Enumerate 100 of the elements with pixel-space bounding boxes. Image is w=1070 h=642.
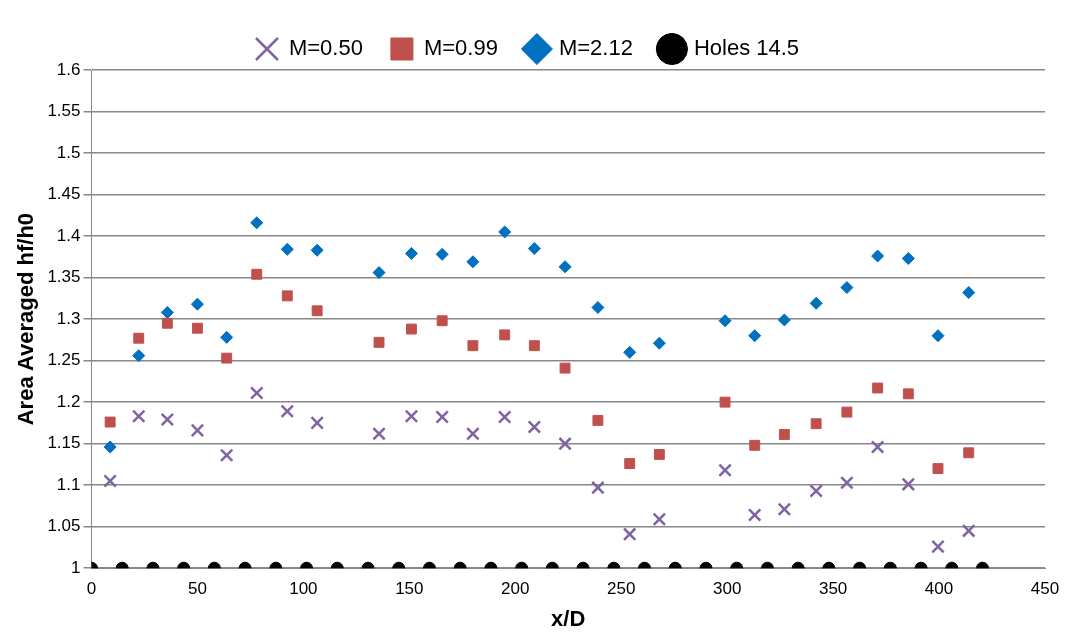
- point: [104, 416, 116, 428]
- point: [190, 297, 204, 311]
- point: [103, 474, 118, 488]
- point: [191, 322, 203, 334]
- point: [131, 409, 146, 424]
- point: [497, 410, 512, 424]
- point: [809, 296, 823, 310]
- point: [872, 382, 884, 394]
- legend-label: Holes 14.5: [693, 35, 800, 61]
- point: [498, 225, 512, 239]
- point: [160, 305, 174, 319]
- point: [161, 317, 173, 329]
- point: [435, 410, 450, 424]
- point: [251, 268, 263, 280]
- y-tick-label: 1.15: [47, 433, 81, 453]
- point: [499, 329, 511, 341]
- point: [372, 426, 386, 441]
- x-tick-label: 0: [86, 579, 97, 599]
- point: [436, 315, 448, 327]
- point: [719, 396, 731, 408]
- point: [132, 349, 146, 363]
- legend-label: M=0.99: [423, 35, 498, 61]
- point: [718, 314, 732, 328]
- point: [372, 266, 386, 280]
- point: [311, 305, 323, 317]
- point: [652, 336, 666, 350]
- point: [160, 412, 175, 427]
- point: [591, 480, 605, 495]
- x-tick-label: 450: [1030, 579, 1060, 599]
- x-tick-label: 100: [289, 579, 318, 599]
- point: [870, 440, 885, 454]
- x-axis-title: x/D: [551, 605, 586, 631]
- y-tick-label: 1.5: [56, 142, 81, 162]
- point: [839, 475, 854, 490]
- point: [467, 340, 479, 352]
- point: [653, 449, 665, 460]
- point: [747, 508, 762, 522]
- legend-label: M=0.50: [288, 35, 363, 61]
- y-tick-label: 1.25: [47, 350, 81, 370]
- point: [221, 352, 233, 364]
- point: [841, 406, 853, 418]
- x-tick-label: 250: [607, 579, 636, 599]
- point: [962, 286, 976, 300]
- y-tick-label: 1.05: [47, 516, 81, 536]
- point: [405, 323, 417, 335]
- point: [404, 409, 419, 424]
- y-tick-label: 1.3: [56, 308, 81, 328]
- point: [250, 216, 264, 230]
- point: [528, 340, 540, 352]
- point: [466, 255, 480, 269]
- point: [901, 477, 916, 492]
- point: [310, 243, 324, 257]
- y-tick-label: 1.1: [56, 474, 81, 494]
- point: [810, 418, 822, 430]
- y-tick-label: 1.4: [56, 225, 81, 245]
- point: [871, 249, 885, 263]
- y-tick-label: 1.45: [47, 184, 81, 204]
- point: [840, 281, 854, 295]
- point: [932, 463, 944, 475]
- point: [748, 329, 762, 343]
- x-tick-label: 350: [818, 579, 848, 599]
- point: [718, 463, 732, 478]
- point: [133, 332, 145, 344]
- y-axis-title: Area Averaged hf/h0: [13, 212, 39, 426]
- point: [558, 436, 572, 451]
- point: [749, 439, 761, 451]
- x-tick-label: 150: [395, 579, 424, 599]
- point: [527, 420, 542, 434]
- point: [559, 362, 571, 374]
- point: [901, 251, 915, 265]
- point: [778, 429, 790, 440]
- point: [527, 242, 541, 256]
- point: [280, 242, 294, 256]
- point: [281, 290, 293, 302]
- point: [190, 423, 205, 438]
- x-tick-label: 400: [924, 579, 954, 599]
- point: [931, 329, 945, 343]
- y-tick-label: 1.55: [47, 101, 81, 121]
- legend-label: M=2.12: [558, 35, 633, 61]
- y-tick-label: 1.6: [56, 59, 81, 79]
- point: [404, 247, 418, 260]
- point: [961, 523, 976, 538]
- point: [809, 484, 824, 498]
- point: [103, 440, 117, 454]
- point: [249, 386, 264, 400]
- point: [777, 313, 791, 327]
- point: [465, 426, 480, 441]
- point: [902, 388, 914, 400]
- point: [624, 458, 636, 470]
- point: [373, 336, 385, 348]
- y-tick-label: 1: [71, 557, 81, 577]
- point: [280, 404, 295, 419]
- x-tick-label: 50: [187, 579, 207, 599]
- point: [310, 415, 325, 430]
- x-tick-label: 300: [712, 579, 742, 599]
- point: [592, 414, 604, 426]
- point: [623, 345, 637, 359]
- point: [963, 447, 975, 459]
- y-tick-label: 1.35: [47, 267, 81, 287]
- point: [219, 448, 234, 463]
